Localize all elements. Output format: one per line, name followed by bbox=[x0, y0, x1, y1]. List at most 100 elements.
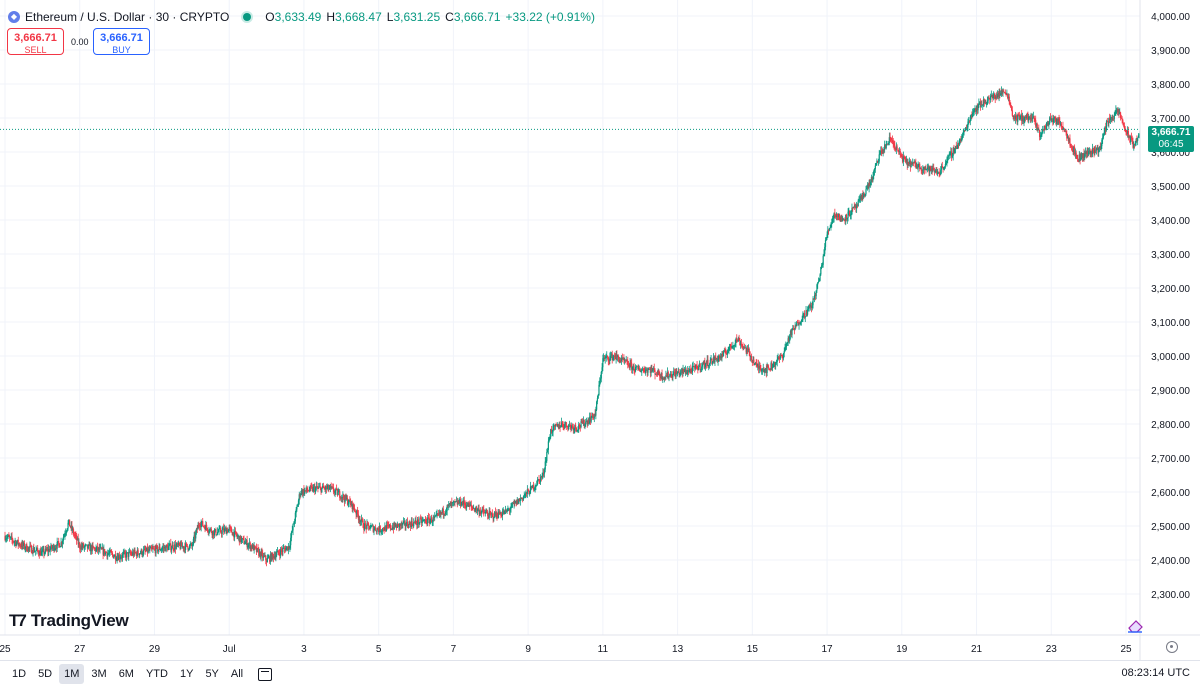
candle-body bbox=[15, 541, 17, 546]
candle-body bbox=[1084, 151, 1087, 154]
range-button-5d[interactable]: 5D bbox=[38, 668, 53, 680]
candle-body bbox=[100, 547, 102, 549]
candle-body bbox=[88, 544, 90, 546]
candle-body bbox=[1053, 116, 1055, 119]
range-button-1m[interactable]: 1M bbox=[59, 664, 85, 684]
candle-body bbox=[188, 545, 191, 550]
candle-body bbox=[178, 542, 180, 546]
candle-body bbox=[304, 490, 306, 494]
candle-body bbox=[655, 373, 658, 375]
candle-body bbox=[1119, 112, 1121, 114]
candle-body bbox=[620, 357, 623, 361]
range-button-1y[interactable]: 1Y bbox=[179, 668, 194, 680]
candle-body bbox=[286, 546, 289, 551]
candle-body bbox=[547, 441, 549, 450]
candle-body bbox=[848, 210, 850, 212]
candle-body bbox=[216, 531, 219, 535]
time-axis[interactable]: 25 27 29 Jul 3 5 7 9 11 13 15 17 19 21 23 25 bbox=[0, 634, 1200, 655]
ethereum-icon: ◆ bbox=[8, 11, 20, 23]
y-tick-label: 3,300.00 bbox=[1151, 250, 1190, 261]
candle-body bbox=[259, 551, 261, 558]
buy-button[interactable]: 3,666.71 BUY bbox=[93, 28, 150, 55]
range-button-5y[interactable]: 5Y bbox=[205, 668, 219, 680]
range-button-1d[interactable]: 1D bbox=[12, 668, 27, 680]
candle-body bbox=[128, 552, 130, 557]
candle-body bbox=[342, 494, 344, 499]
y-tick-label: 3,900.00 bbox=[1151, 46, 1190, 57]
sell-button[interactable]: 3,666.71 SELL bbox=[7, 28, 64, 55]
candle-body bbox=[157, 549, 159, 552]
candle-body bbox=[839, 220, 841, 222]
calendar-icon[interactable] bbox=[258, 667, 273, 681]
candle-body bbox=[248, 544, 250, 546]
candle-body bbox=[613, 355, 616, 358]
candle-body bbox=[265, 555, 267, 561]
tradingview-logo[interactable]: T7 TradingView bbox=[9, 611, 129, 631]
candle-body bbox=[890, 137, 892, 139]
candle-body bbox=[495, 512, 497, 516]
candle-body bbox=[529, 493, 531, 495]
candle-body bbox=[1057, 118, 1059, 125]
candle-body bbox=[38, 553, 40, 556]
candle-body bbox=[543, 469, 546, 474]
candle-body bbox=[1068, 138, 1070, 142]
candle-body bbox=[415, 520, 417, 524]
candle-body bbox=[655, 373, 657, 375]
candle-body bbox=[519, 498, 521, 501]
candle-body bbox=[694, 366, 696, 369]
candle-body bbox=[377, 528, 379, 530]
candle-body bbox=[720, 355, 722, 359]
price-axis-bg bbox=[1140, 0, 1200, 660]
candle-body bbox=[80, 545, 82, 550]
candle-body bbox=[660, 372, 662, 379]
candle-body bbox=[673, 371, 676, 373]
candle-body bbox=[643, 369, 645, 372]
range-button-3m[interactable]: 3M bbox=[91, 668, 107, 680]
candle-body bbox=[1131, 138, 1133, 142]
candle-body bbox=[195, 528, 198, 533]
range-button-ytd[interactable]: YTD bbox=[145, 668, 168, 680]
candle-body bbox=[862, 193, 864, 198]
candle-body bbox=[24, 548, 26, 550]
candle-body bbox=[810, 305, 812, 307]
settings-icon[interactable] bbox=[1166, 641, 1178, 653]
candle-body bbox=[57, 541, 59, 543]
eraser-icon[interactable] bbox=[1126, 618, 1144, 634]
range-button-all[interactable]: All bbox=[230, 668, 244, 680]
candle-body bbox=[876, 160, 878, 164]
candle-body bbox=[462, 500, 465, 505]
candle-body bbox=[445, 510, 447, 513]
candle-body bbox=[291, 530, 293, 532]
candle-body bbox=[504, 509, 507, 511]
candle-body bbox=[216, 534, 218, 536]
candle-body bbox=[272, 555, 275, 559]
candle-body bbox=[618, 358, 620, 363]
candle-body bbox=[947, 156, 949, 159]
candle-body bbox=[61, 542, 63, 544]
x-tick-label: 11 bbox=[598, 644, 609, 655]
candle-body bbox=[722, 353, 724, 356]
candle-body bbox=[773, 361, 775, 365]
candle-body bbox=[405, 525, 407, 527]
range-button-6m[interactable]: 6M bbox=[118, 668, 134, 680]
candle-body bbox=[107, 553, 110, 555]
candle-body bbox=[703, 361, 705, 365]
candle-body bbox=[457, 501, 459, 505]
candle-body bbox=[903, 156, 905, 158]
candle-body bbox=[907, 162, 909, 166]
symbol-title[interactable]: Ethereum / U.S. Dollar · 30 · CRYPTO bbox=[25, 10, 230, 24]
candle-body bbox=[520, 498, 522, 500]
candle-body bbox=[244, 542, 247, 544]
candle-body bbox=[840, 217, 842, 222]
candle-body bbox=[706, 359, 708, 364]
candle-body bbox=[532, 485, 535, 490]
candle-body bbox=[1058, 118, 1060, 122]
price-axis[interactable]: 2,300.002,400.002,500.002,600.002,700.00… bbox=[1139, 0, 1200, 660]
candle-body bbox=[578, 424, 581, 427]
candle-body bbox=[995, 96, 997, 99]
candle-body bbox=[1001, 90, 1003, 94]
candle-body bbox=[1098, 148, 1100, 153]
candle-body bbox=[439, 511, 441, 515]
candle-body bbox=[1084, 153, 1086, 159]
